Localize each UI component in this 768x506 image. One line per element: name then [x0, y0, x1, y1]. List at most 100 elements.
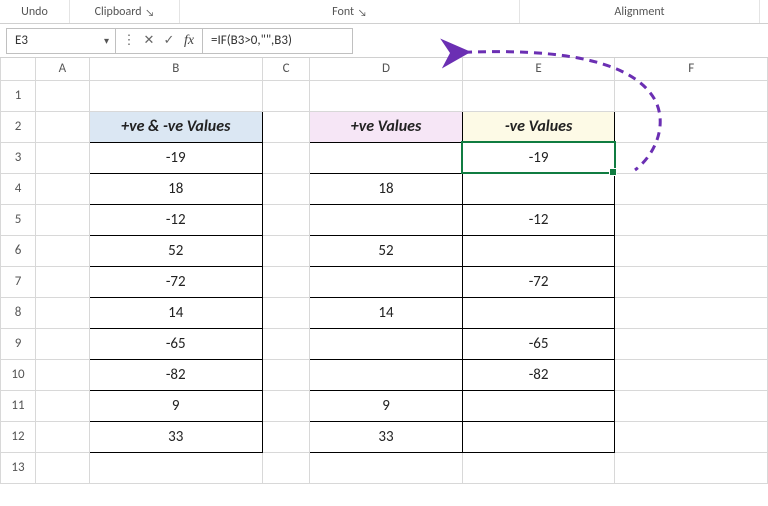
cell-A8[interactable]: [36, 297, 90, 328]
cell-A13[interactable]: [36, 452, 90, 483]
row-header-9[interactable]: 9: [1, 328, 36, 359]
cell-E13[interactable]: [462, 452, 615, 483]
cell-F11[interactable]: [615, 390, 768, 421]
spreadsheet-grid[interactable]: ABCDEF 12 +ve & -ve Values +ve Values-ve Va…: [0, 58, 768, 506]
cell-C6[interactable]: [262, 235, 309, 266]
cell-F7[interactable]: [615, 266, 768, 297]
cell-E2[interactable]: -ve Values: [462, 111, 615, 142]
cell-B3[interactable]: -19: [89, 142, 262, 173]
cell-D7[interactable]: [310, 266, 463, 297]
cell-C13[interactable]: [262, 452, 309, 483]
cell-A11[interactable]: [36, 390, 90, 421]
column-header-E[interactable]: E: [462, 58, 615, 80]
cell-D9[interactable]: [310, 328, 463, 359]
cell-C5[interactable]: [262, 204, 309, 235]
cell-E4[interactable]: [462, 173, 615, 204]
cell-D11[interactable]: 9: [310, 390, 463, 421]
fx-icon[interactable]: fx: [180, 33, 198, 49]
cell-A3[interactable]: [36, 142, 90, 173]
column-header-D[interactable]: D: [310, 58, 463, 80]
dialog-launcher-icon[interactable]: ↘: [358, 6, 367, 19]
row-header-11[interactable]: 11: [1, 390, 36, 421]
cell-D6[interactable]: 52: [310, 235, 463, 266]
cell-C11[interactable]: [262, 390, 309, 421]
row-header-5[interactable]: 5: [1, 204, 36, 235]
cell-F2[interactable]: [615, 111, 768, 142]
enter-icon[interactable]: ✓: [160, 33, 178, 48]
cell-C3[interactable]: [262, 142, 309, 173]
cell-F12[interactable]: [615, 421, 768, 452]
row-header-10[interactable]: 10: [1, 359, 36, 390]
cell-B11[interactable]: 9: [89, 390, 262, 421]
cell-A6[interactable]: [36, 235, 90, 266]
cell-E10[interactable]: -82: [462, 359, 615, 390]
row-header-7[interactable]: 7: [1, 266, 36, 297]
cell-E12[interactable]: [462, 421, 615, 452]
cell-A1[interactable]: [36, 80, 90, 111]
cell-C8[interactable]: [262, 297, 309, 328]
cell-A2[interactable]: [36, 111, 90, 142]
cell-B1[interactable]: [89, 80, 262, 111]
cell-E9[interactable]: -65: [462, 328, 615, 359]
row-header-12[interactable]: 12: [1, 421, 36, 452]
chevron-down-icon[interactable]: ▾: [104, 34, 109, 47]
cell-E1[interactable]: [462, 80, 615, 111]
cell-A7[interactable]: [36, 266, 90, 297]
row-header-6[interactable]: 6: [1, 235, 36, 266]
cell-A5[interactable]: [36, 204, 90, 235]
cell-D5[interactable]: [310, 204, 463, 235]
column-header-F[interactable]: F: [615, 58, 768, 80]
cell-F1[interactable]: [615, 80, 768, 111]
cell-A4[interactable]: [36, 173, 90, 204]
cell-F6[interactable]: [615, 235, 768, 266]
cell-B2[interactable]: +ve & -ve Values: [89, 111, 262, 142]
cell-B12[interactable]: 33: [89, 421, 262, 452]
cell-B5[interactable]: -12: [89, 204, 262, 235]
column-header-B[interactable]: B: [89, 58, 262, 80]
cell-A9[interactable]: [36, 328, 90, 359]
cell-A12[interactable]: [36, 421, 90, 452]
cell-C10[interactable]: [262, 359, 309, 390]
cell-B9[interactable]: -65: [89, 328, 262, 359]
cell-F4[interactable]: [615, 173, 768, 204]
cancel-icon[interactable]: ✕: [140, 33, 158, 48]
dialog-launcher-icon[interactable]: ↘: [146, 6, 155, 19]
cell-D4[interactable]: 18: [310, 173, 463, 204]
cell-D12[interactable]: 33: [310, 421, 463, 452]
cell-F5[interactable]: [615, 204, 768, 235]
cell-D10[interactable]: [310, 359, 463, 390]
cell-B13[interactable]: [89, 452, 262, 483]
cell-E7[interactable]: -72: [462, 266, 615, 297]
cell-C7[interactable]: [262, 266, 309, 297]
cell-C2[interactable]: [262, 111, 309, 142]
cell-B6[interactable]: 52: [89, 235, 262, 266]
cell-E3[interactable]: -19: [462, 142, 615, 173]
cell-D2[interactable]: +ve Values: [310, 111, 463, 142]
column-header-C[interactable]: C: [262, 58, 309, 80]
cell-B10[interactable]: -82: [89, 359, 262, 390]
cell-E11[interactable]: [462, 390, 615, 421]
cell-D1[interactable]: [310, 80, 463, 111]
cell-A10[interactable]: [36, 359, 90, 390]
cell-B7[interactable]: -72: [89, 266, 262, 297]
cell-F8[interactable]: [615, 297, 768, 328]
column-header-A[interactable]: A: [36, 58, 90, 80]
cell-C9[interactable]: [262, 328, 309, 359]
cell-F13[interactable]: [615, 452, 768, 483]
cell-E8[interactable]: [462, 297, 615, 328]
cell-D8[interactable]: 14: [310, 297, 463, 328]
cell-F10[interactable]: [615, 359, 768, 390]
row-header-2[interactable]: 2: [1, 111, 36, 142]
cell-E5[interactable]: -12: [462, 204, 615, 235]
cell-C1[interactable]: [262, 80, 309, 111]
cell-C4[interactable]: [262, 173, 309, 204]
row-header-13[interactable]: 13: [1, 452, 36, 483]
cell-D13[interactable]: [310, 452, 463, 483]
row-header-8[interactable]: 8: [1, 297, 36, 328]
formula-input[interactable]: =IF(B3>0,"",B3): [203, 28, 353, 54]
cell-F9[interactable]: [615, 328, 768, 359]
name-box[interactable]: E3 ▾: [6, 28, 116, 54]
cell-D3[interactable]: [310, 142, 463, 173]
cell-B8[interactable]: 14: [89, 297, 262, 328]
row-header-3[interactable]: 3: [1, 142, 36, 173]
